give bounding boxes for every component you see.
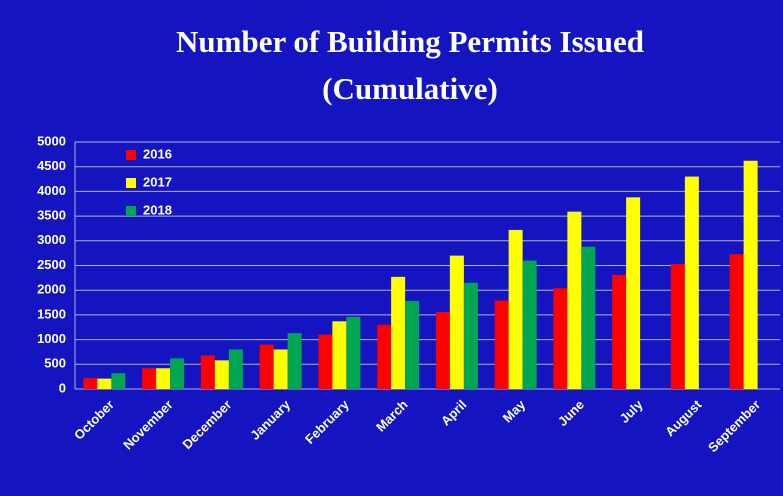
legend-label: 2016: [143, 146, 172, 161]
legend-swatch: [126, 206, 136, 216]
bar: [214, 360, 229, 389]
x-tick-label: January: [247, 396, 293, 442]
bar: [200, 355, 215, 389]
legend-swatch: [126, 178, 136, 188]
bar: [729, 254, 744, 389]
bar: [522, 260, 537, 389]
bar: [228, 349, 243, 389]
bar: [287, 333, 302, 389]
y-tick-label: 3000: [37, 232, 66, 247]
bar: [670, 264, 685, 389]
bar: [435, 311, 450, 389]
chart-title: Number of Building Permits Issued: [176, 24, 644, 59]
bar: [259, 344, 274, 389]
bar: [318, 334, 333, 389]
x-tick-label: September: [705, 397, 763, 455]
bar: [494, 300, 509, 389]
x-tick-label: May: [500, 396, 529, 425]
bar: [273, 349, 288, 389]
y-tick-label: 2000: [37, 282, 66, 297]
bar: [612, 274, 627, 389]
bar: [346, 316, 361, 389]
legend-label: 2017: [143, 174, 172, 189]
bar: [156, 368, 171, 389]
x-tick-label: October: [71, 397, 117, 443]
bar: [463, 282, 478, 389]
bar: [684, 176, 699, 389]
bar: [391, 276, 406, 389]
x-tick-label: July: [617, 396, 647, 426]
y-tick-label: 1000: [37, 331, 66, 346]
y-tick-label: 2500: [37, 257, 66, 272]
bar: [567, 211, 582, 389]
bar: [111, 373, 126, 389]
x-tick-label: April: [438, 397, 470, 429]
bar: [332, 321, 347, 389]
bar: [743, 160, 758, 389]
y-tick-label: 4000: [37, 183, 66, 198]
bar: [553, 288, 568, 389]
bar: [142, 368, 157, 389]
bar: [97, 378, 112, 389]
y-tick-label: 3500: [37, 208, 66, 223]
legend-label: 2018: [143, 202, 172, 217]
y-tick-label: 4500: [37, 158, 66, 173]
bar: [508, 229, 523, 389]
bar: [405, 301, 420, 389]
y-tick-label: 5000: [37, 133, 66, 148]
x-tick-label: March: [373, 397, 411, 435]
y-tick-label: 500: [44, 356, 66, 371]
bar: [449, 255, 464, 389]
y-tick-label: 0: [59, 380, 66, 395]
x-tick-label: June: [555, 397, 587, 429]
legend-swatch: [126, 150, 136, 160]
chart-subtitle: (Cumulative): [322, 71, 498, 106]
bar: [83, 378, 98, 389]
x-tick-label: August: [662, 396, 705, 439]
y-tick-label: 1500: [37, 306, 66, 321]
bar: [581, 246, 596, 389]
x-tick-label: November: [120, 397, 176, 453]
bar: [377, 324, 392, 389]
bar: [626, 197, 641, 389]
x-tick-label: December: [179, 397, 234, 452]
bar: [170, 358, 185, 389]
x-tick-label: February: [302, 396, 352, 446]
